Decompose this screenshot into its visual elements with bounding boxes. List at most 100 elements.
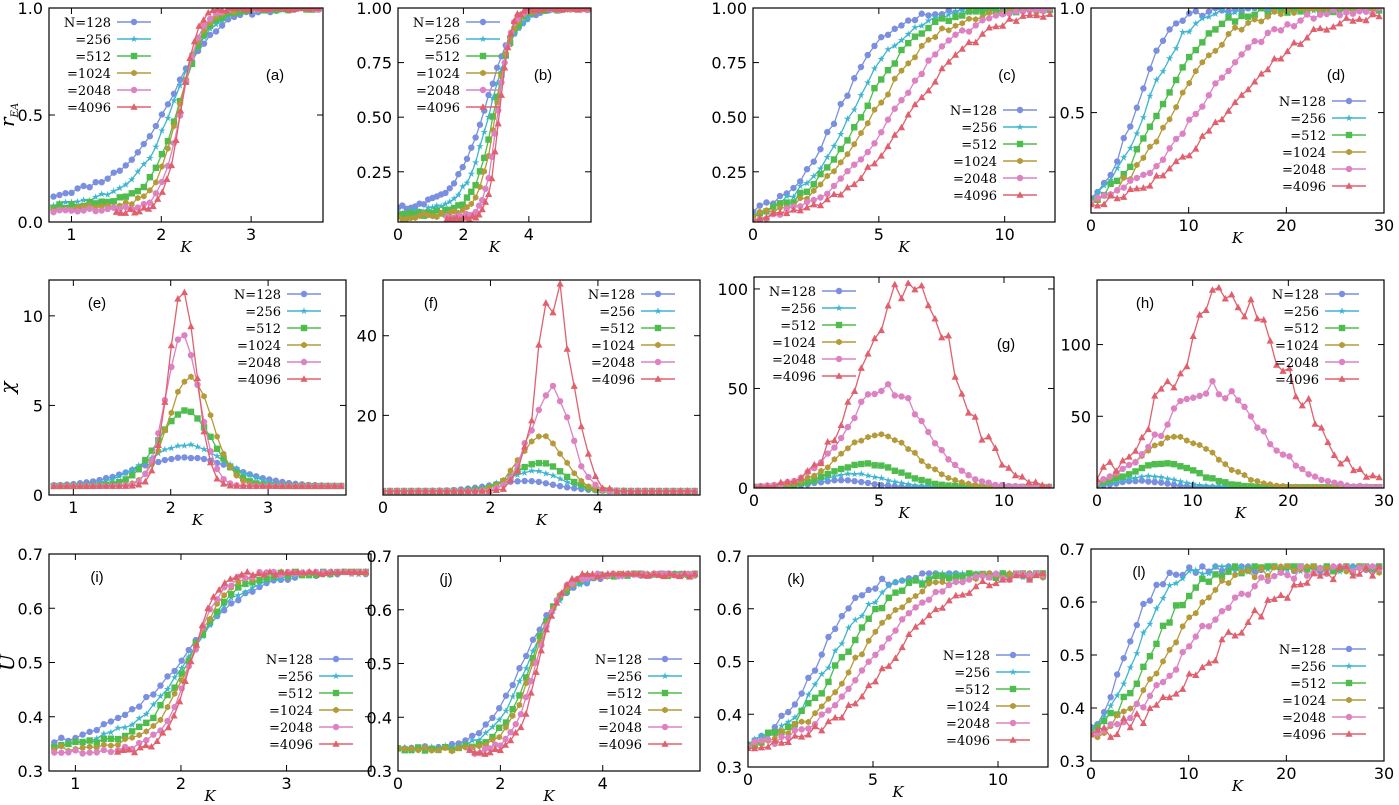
data-point — [221, 592, 227, 599]
data-point — [824, 474, 832, 482]
data-point — [1100, 723, 1108, 731]
data-point — [1179, 130, 1186, 137]
series-line — [54, 571, 366, 748]
data-point — [831, 468, 838, 475]
data-point — [1253, 314, 1261, 322]
data-point — [56, 201, 63, 208]
data-point — [879, 619, 885, 626]
data-point — [252, 473, 260, 481]
data-point — [965, 8, 973, 15]
data-point — [844, 423, 852, 431]
data-point — [796, 206, 804, 214]
data-point — [1369, 563, 1376, 570]
data-point — [824, 717, 833, 725]
data-point — [1251, 11, 1258, 18]
data-point — [345, 568, 353, 575]
axes-frame — [752, 7, 1056, 223]
data-point — [1159, 67, 1167, 75]
legend-label: =512 — [424, 50, 460, 65]
data-point — [407, 487, 415, 494]
data-point — [1369, 471, 1377, 479]
data-point — [824, 190, 831, 198]
data-point — [1198, 569, 1206, 577]
data-point — [1005, 482, 1012, 488]
data-point — [68, 207, 75, 214]
y-tick-label: 0.50 — [711, 108, 747, 127]
x-tick-label: 2 — [495, 774, 505, 793]
legend-label: =256 — [599, 305, 635, 320]
data-point — [665, 569, 673, 577]
data-point — [1166, 672, 1173, 679]
series-line — [447, 8, 588, 221]
data-point — [164, 673, 171, 680]
data-point — [223, 8, 231, 14]
data-point — [837, 130, 845, 138]
data-point — [56, 207, 63, 214]
data-point — [1356, 8, 1363, 15]
y-axis-label: χ — [0, 380, 19, 396]
data-point — [333, 568, 342, 576]
legend-marker — [300, 290, 308, 298]
data-point — [1278, 563, 1284, 570]
data-point — [1032, 483, 1039, 488]
data-point — [463, 155, 471, 163]
data-point — [65, 740, 72, 748]
data-point — [213, 474, 221, 482]
data-point — [1211, 118, 1220, 126]
data-point — [254, 569, 263, 577]
data-point — [450, 180, 458, 187]
data-point — [878, 129, 885, 136]
data-point — [1218, 607, 1226, 615]
x-axis-label: K — [542, 787, 555, 805]
data-point — [877, 152, 885, 159]
data-point — [897, 123, 906, 131]
data-point — [865, 615, 872, 622]
data-point — [459, 201, 466, 208]
data-point — [507, 467, 514, 474]
data-point — [857, 114, 865, 121]
data-point — [1297, 8, 1304, 15]
data-point — [549, 382, 557, 390]
data-point — [1012, 571, 1020, 579]
data-point — [515, 677, 524, 685]
data-point — [810, 460, 818, 468]
data-point — [158, 126, 166, 134]
data-point — [1349, 17, 1357, 24]
data-point — [804, 690, 812, 698]
data-point — [1368, 10, 1377, 18]
data-point — [485, 190, 493, 198]
data-point — [421, 487, 430, 494]
data-point — [1244, 44, 1252, 51]
data-point — [509, 712, 516, 720]
data-point — [1199, 39, 1206, 46]
data-point — [777, 722, 786, 729]
data-point — [115, 479, 123, 486]
y-tick-label: 0 — [33, 486, 43, 505]
legend-label: =1024 — [946, 700, 990, 715]
data-point — [804, 478, 811, 486]
x-tick-label: 5 — [874, 225, 884, 244]
data-point — [1113, 158, 1121, 165]
legend-label: =1024 — [269, 704, 313, 719]
x-axis-label: K — [203, 787, 216, 805]
data-point — [851, 477, 858, 485]
data-point — [93, 739, 100, 746]
data-point — [174, 442, 182, 449]
data-point — [1164, 480, 1171, 487]
data-point — [79, 744, 86, 752]
data-point — [1218, 8, 1226, 12]
data-point — [837, 471, 845, 479]
data-point — [897, 479, 906, 487]
data-point — [509, 692, 517, 700]
data-point — [1145, 478, 1152, 485]
data-point — [812, 710, 818, 717]
data-point — [155, 458, 162, 466]
data-point — [751, 744, 759, 752]
data-point — [1247, 413, 1255, 420]
legend-marker — [835, 321, 843, 329]
data-point — [1185, 567, 1193, 575]
data-point — [852, 636, 859, 644]
data-point — [128, 728, 136, 735]
data-point — [1133, 129, 1141, 137]
data-point — [571, 437, 578, 445]
